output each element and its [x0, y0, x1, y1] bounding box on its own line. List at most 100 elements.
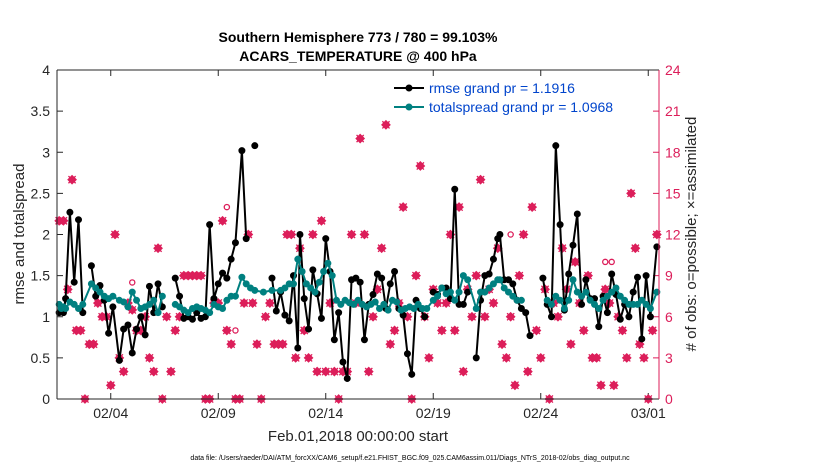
totalspread-point — [184, 309, 192, 317]
y-tick-label: 4 — [42, 62, 50, 78]
obs-assimilated-cross — [145, 353, 154, 362]
totalspread-point — [92, 284, 100, 292]
obs-assimilated-cross — [601, 285, 610, 294]
obs-assimilated-cross — [119, 367, 128, 376]
totalspread-point — [206, 309, 214, 317]
obs-assimilated-marker — [286, 229, 297, 240]
y-right-tick-label: 9 — [665, 268, 673, 284]
plot-background — [57, 70, 659, 399]
obs-assimilated-cross — [622, 353, 631, 362]
obs-assimilated-cross — [227, 340, 236, 349]
rmse-point — [608, 270, 616, 278]
obs-assimilated-cross — [399, 203, 408, 212]
obs-assimilated-cross — [411, 271, 421, 280]
totalspread-point — [642, 300, 650, 308]
obs-possible-marker — [608, 258, 615, 266]
totalspread-point — [573, 288, 581, 296]
x-tick-label: 02/24 — [523, 405, 558, 421]
rmse-point — [408, 370, 416, 378]
obs-assimilated-cross — [93, 298, 102, 308]
legend: rmse grand pr = 1.1916 totalspread grand… — [394, 80, 613, 115]
obs-assimilated-cross — [166, 367, 176, 376]
rmse-point — [352, 274, 360, 282]
obs-assimilated-cross — [476, 175, 485, 184]
totalspread-point — [281, 284, 289, 292]
totalspread-point — [371, 298, 379, 306]
totalspread-point — [393, 298, 401, 306]
obs-assimilated-marker — [454, 202, 464, 212]
obs-assimilated-cross — [368, 312, 378, 321]
totalspread-point — [158, 292, 166, 300]
obs-assimilated-marker — [501, 352, 512, 363]
obs-assimilated-marker — [436, 325, 447, 336]
obs-assimilated-cross — [110, 230, 120, 239]
obs-assimilated-cross — [377, 244, 386, 253]
y-right-tick-label: 24 — [665, 62, 681, 78]
rmse-point — [539, 274, 547, 282]
totalspread-point — [328, 272, 336, 280]
obs-assimilated-marker — [312, 366, 323, 377]
obs-assimilated-marker — [221, 325, 232, 336]
obs-assimilated-cross — [506, 312, 515, 321]
rmse-point — [369, 291, 377, 299]
totalspread-point — [311, 288, 319, 296]
totalspread-point — [543, 296, 551, 304]
rmse-point — [227, 255, 235, 263]
obs-assimilated-cross — [196, 271, 206, 280]
rmse-point — [66, 208, 74, 216]
rmse-point — [281, 311, 289, 319]
rmse-point — [133, 325, 141, 333]
obs-assimilated-marker — [226, 339, 237, 350]
obs-assimilated-cross — [67, 175, 77, 184]
totalspread-point — [505, 288, 512, 296]
obs-assimilated-marker — [608, 380, 619, 391]
rmse-point — [141, 331, 149, 339]
obs-assimilated-marker — [639, 352, 649, 363]
legend-rmse-label: rmse grand pr = 1.1916 — [429, 80, 575, 96]
rmse-point — [322, 235, 330, 243]
footnote: data file: /Users/raeder/DAI/ATM_forcXX/… — [190, 455, 630, 462]
totalspread-point — [517, 296, 525, 304]
obs-assimilated-marker — [196, 270, 206, 281]
totalspread-point — [251, 286, 259, 294]
y-right-tick-label: 15 — [665, 185, 681, 201]
obs-assimilated-marker — [320, 366, 331, 377]
obs-assimilated-cross — [162, 312, 171, 321]
rmse-point — [137, 313, 145, 321]
y-tick-label: 1.5 — [31, 268, 51, 284]
obs-assimilated-cross — [609, 381, 618, 390]
totalspread-point — [509, 292, 517, 300]
rmse-point — [154, 280, 162, 288]
obs-possible-marker — [602, 258, 609, 266]
obs-assimilated-marker — [359, 229, 370, 240]
totalspread-point — [223, 296, 231, 304]
obs-assimilated-cross — [153, 244, 163, 253]
obs-assimilated-marker — [385, 339, 396, 350]
totalspread-point — [612, 284, 620, 292]
obs-assimilated-cross — [424, 353, 434, 362]
obs-assimilated-marker — [488, 298, 499, 308]
rmse-point — [214, 280, 222, 288]
totalspread-point — [472, 305, 480, 313]
obs-assimilated-cross — [592, 353, 601, 362]
obs-assimilated-cross — [261, 312, 270, 321]
obs-assimilated-marker — [535, 352, 546, 363]
y-axis-label: rmse and totalspread — [11, 164, 28, 305]
obs-assimilated-cross — [523, 367, 532, 376]
obs-assimilated-marker — [505, 311, 516, 322]
obs-assimilated-marker — [252, 339, 262, 350]
obs-assimilated-cross — [222, 326, 231, 335]
totalspread-point — [586, 296, 594, 304]
obs-assimilated-marker — [424, 352, 434, 363]
totalspread-point — [634, 300, 641, 308]
rmse-point — [309, 266, 317, 274]
obs-assimilated-marker — [239, 298, 249, 308]
obs-assimilated-marker — [600, 284, 611, 295]
totalspread-point — [591, 300, 598, 308]
rmse-point — [573, 210, 581, 218]
obs-possible-marker — [507, 231, 514, 238]
rmse-point — [603, 309, 611, 317]
obs-assimilated-cross — [347, 230, 356, 239]
y-right-tick-label: 3 — [665, 350, 673, 366]
obs-assimilated-cross — [248, 298, 257, 308]
